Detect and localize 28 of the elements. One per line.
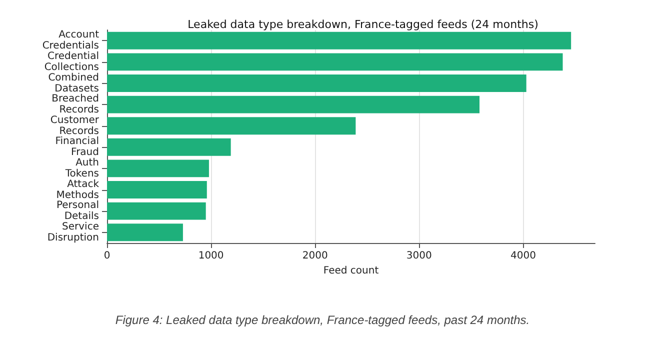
bar: [107, 202, 206, 220]
y-tick-label: Combined Datasets: [48, 72, 99, 94]
bar: [107, 117, 356, 135]
caption: Figure 4: Leaked data type breakdown, France-tagged feeds, past 24 months.: [115, 313, 530, 327]
bar: [107, 74, 526, 92]
bar: [107, 32, 572, 50]
bar: [107, 53, 563, 71]
x-tick-label: 1000: [198, 250, 224, 262]
y-tick-label: Auth Tokens: [64, 157, 99, 180]
y-tick-label: Service Disruption: [47, 221, 99, 244]
x-tick-label: 3000: [406, 250, 432, 262]
bar: [107, 160, 209, 178]
x-tick-label: 4000: [510, 250, 536, 262]
y-tick-label: Financial Fraud: [55, 136, 99, 158]
bar: [107, 181, 207, 198]
bar: [107, 138, 231, 156]
y-tick-label: Account Credentials: [42, 30, 100, 52]
x-tick-label: 0: [104, 250, 110, 262]
bar: [107, 96, 480, 114]
y-tick-label: Attack Methods: [56, 178, 100, 201]
y-tick-label: Personal Details: [56, 200, 99, 222]
x-axis-title: Feed count: [323, 265, 379, 276]
x-tick-label: 2000: [302, 250, 328, 262]
bar: [107, 224, 183, 242]
chart-title: Leaked data type breakdown, France-tagged feeds (24 months): [188, 18, 538, 31]
y-tick-label: Customer Records: [50, 114, 100, 137]
y-tick-label: Credential Collections: [44, 50, 99, 73]
y-tick-label: Breached Records: [52, 94, 99, 116]
